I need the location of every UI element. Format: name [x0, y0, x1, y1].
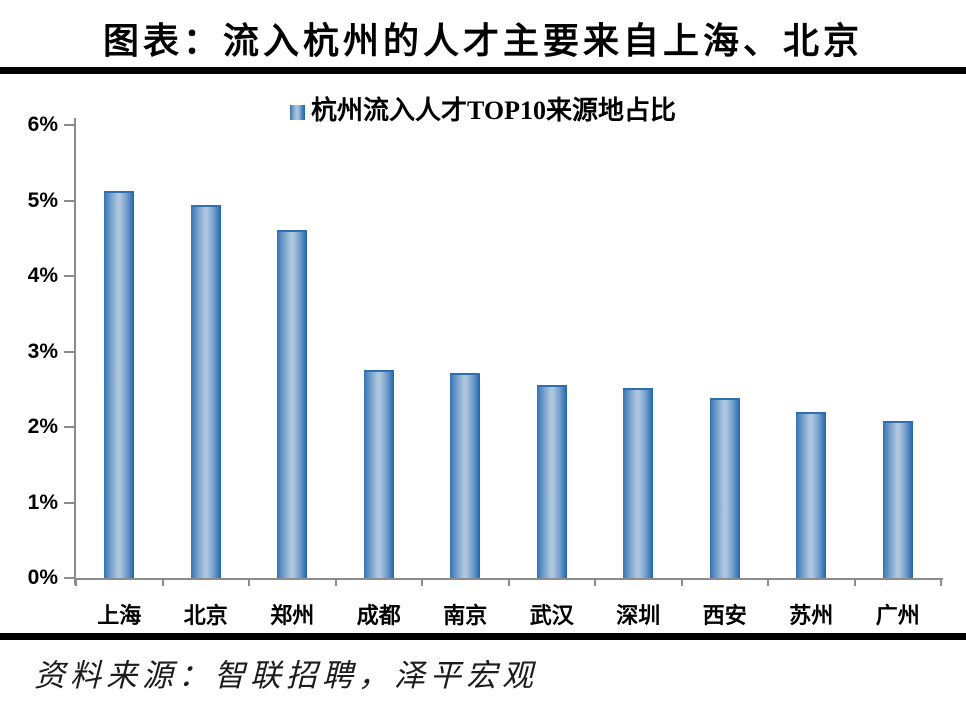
source-note: 资料来源：智联招聘，泽平宏观	[34, 658, 538, 693]
y-axis-tick	[64, 426, 75, 428]
x-axis-label: 武汉	[529, 603, 574, 628]
bar-深圳	[623, 388, 654, 578]
x-axis-tick	[421, 578, 423, 586]
y-axis-tick	[64, 350, 75, 353]
bar-西安	[709, 398, 740, 578]
x-axis-tick	[594, 578, 596, 586]
x-axis-label: 郑州	[270, 603, 315, 628]
y-axis-tick	[64, 199, 75, 202]
x-axis-label: 上海	[97, 603, 142, 628]
x-axis-label: 成都	[356, 603, 401, 628]
bar-北京	[190, 205, 221, 578]
bar-上海	[104, 191, 135, 578]
x-axis-tick	[767, 578, 769, 586]
x-axis-tick	[161, 578, 164, 586]
x-axis-tick	[334, 578, 337, 586]
legend-label: 杭州流入人才TOP10来源地占比	[311, 96, 676, 125]
x-axis-tick	[75, 578, 77, 586]
x-axis-label: 南京	[443, 603, 488, 628]
y-axis-label: 1%	[27, 490, 58, 514]
bar-苏州	[796, 411, 827, 578]
x-axis-tick	[680, 578, 683, 586]
y-axis-label: 3%	[27, 339, 58, 363]
y-axis-tick	[64, 124, 75, 126]
legend-swatch-icon	[290, 105, 305, 120]
bar-成都	[363, 369, 394, 578]
bottom-divider	[0, 633, 966, 640]
x-axis-label: 苏州	[789, 603, 834, 628]
x-axis-tick	[507, 578, 510, 586]
y-axis-label: 2%	[27, 415, 58, 438]
y-axis-tick	[64, 577, 75, 579]
y-axis-label: 6%	[27, 113, 58, 136]
y-axis-label: 0%	[27, 566, 58, 589]
x-axis-label: 深圳	[616, 603, 661, 628]
x-axis-tick	[940, 578, 942, 586]
top-divider	[0, 67, 966, 74]
bar-郑州	[277, 229, 308, 578]
x-axis-label: 西安	[702, 603, 747, 628]
bar-广州	[882, 420, 913, 578]
y-axis-line	[74, 118, 76, 585]
figure-title: 图表：流入杭州的人才主要来自上海、北京	[102, 21, 863, 61]
x-axis-tick	[248, 578, 250, 586]
bar-武汉	[536, 385, 567, 578]
y-axis-tick	[64, 501, 75, 504]
bar-南京	[450, 373, 481, 578]
y-axis-label: 4%	[27, 264, 58, 287]
x-axis-tick	[853, 578, 856, 586]
x-axis-label: 北京	[183, 603, 228, 628]
legend: 杭州流入人才TOP10来源地占比	[0, 90, 966, 127]
x-axis-label: 广州	[875, 603, 920, 628]
y-axis-label: 5%	[27, 188, 58, 212]
y-axis-tick	[64, 275, 75, 277]
